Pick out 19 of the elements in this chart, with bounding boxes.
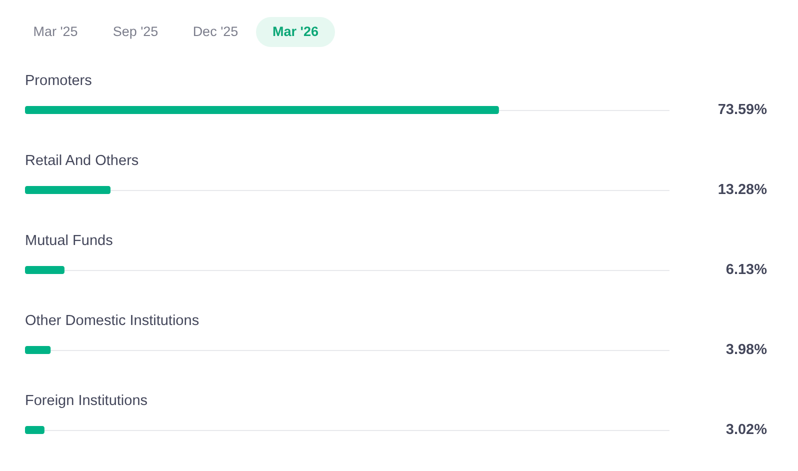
y-tick-label: Promoters bbox=[25, 73, 92, 89]
text: Sep '25 bbox=[112, 23, 160, 41]
bar bbox=[25, 266, 64, 274]
data-label: 3.02% bbox=[726, 422, 768, 438]
y-tick-label: Mutual Funds bbox=[25, 233, 113, 249]
selected-tab: Mar '26 bbox=[256, 17, 335, 47]
bar bbox=[25, 106, 499, 114]
data-label: 6.13% bbox=[726, 262, 768, 278]
text: Dec '25 bbox=[192, 23, 240, 41]
text: Mar '25 bbox=[32, 23, 79, 41]
y-tick-label: Other Domestic Institutions bbox=[25, 313, 200, 329]
bar bbox=[25, 186, 111, 194]
y-tick-label: Foreign Institutions bbox=[25, 393, 148, 409]
bar bbox=[25, 426, 44, 434]
data-label: 73.59% bbox=[718, 102, 768, 118]
y-tick-label: Retail And Others bbox=[25, 153, 139, 169]
data-label: 3.98% bbox=[726, 342, 768, 358]
bar bbox=[25, 346, 51, 354]
data-label: 13.28% bbox=[718, 182, 768, 198]
